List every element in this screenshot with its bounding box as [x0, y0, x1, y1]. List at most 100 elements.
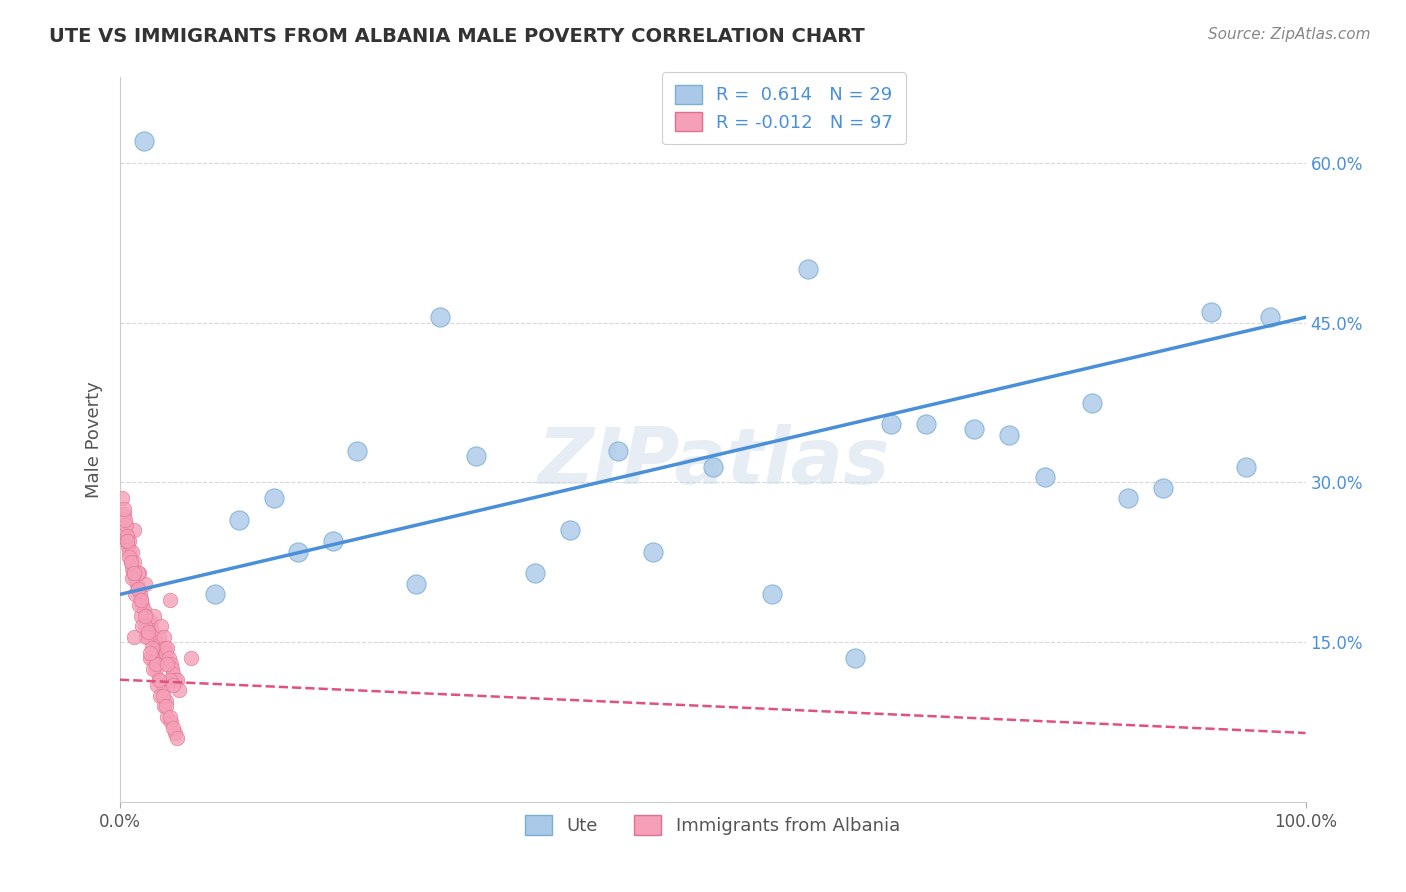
Legend: Ute, Immigrants from Albania: Ute, Immigrants from Albania — [516, 806, 910, 844]
Point — [180, 651, 202, 665]
Point — [429, 310, 451, 325]
Point — [1258, 310, 1281, 325]
Point — [118, 545, 141, 559]
Point — [159, 710, 181, 724]
Point — [761, 587, 783, 601]
Point — [124, 587, 146, 601]
Point — [138, 651, 160, 665]
Point — [132, 135, 155, 149]
Point — [128, 598, 150, 612]
Point — [131, 608, 153, 623]
Point — [148, 673, 170, 687]
Point — [153, 630, 176, 644]
Point — [156, 657, 179, 671]
Point — [1033, 470, 1056, 484]
Point — [127, 582, 149, 596]
Point — [405, 576, 427, 591]
Point — [166, 673, 188, 687]
Point — [145, 640, 167, 655]
Point — [121, 545, 143, 559]
Point — [145, 662, 167, 676]
Point — [148, 630, 170, 644]
Point — [152, 640, 174, 655]
Point — [167, 683, 190, 698]
Point — [135, 608, 157, 623]
Point — [111, 491, 134, 506]
Point — [150, 619, 173, 633]
Point — [145, 678, 167, 692]
Point — [163, 726, 186, 740]
Point — [131, 598, 153, 612]
Point — [159, 673, 181, 687]
Point — [142, 630, 165, 644]
Point — [346, 443, 368, 458]
Point — [228, 513, 250, 527]
Point — [120, 556, 142, 570]
Point — [263, 491, 285, 506]
Point — [142, 662, 165, 676]
Point — [149, 651, 172, 665]
Point — [115, 534, 138, 549]
Point — [117, 540, 139, 554]
Point — [138, 646, 160, 660]
Point — [134, 576, 156, 591]
Point — [118, 550, 141, 565]
Point — [136, 614, 159, 628]
Point — [1116, 491, 1139, 506]
Point — [962, 422, 984, 436]
Point — [141, 640, 163, 655]
Point — [702, 459, 724, 474]
Point — [163, 673, 186, 687]
Point — [135, 630, 157, 644]
Point — [115, 529, 138, 543]
Point — [114, 524, 136, 538]
Point — [138, 619, 160, 633]
Point — [124, 571, 146, 585]
Point — [523, 566, 546, 580]
Point — [155, 699, 177, 714]
Point — [156, 710, 179, 724]
Point — [160, 662, 183, 676]
Point — [157, 651, 180, 665]
Point — [120, 556, 142, 570]
Point — [166, 731, 188, 746]
Point — [162, 721, 184, 735]
Point — [134, 608, 156, 623]
Point — [127, 582, 149, 596]
Point — [162, 678, 184, 692]
Point — [146, 646, 169, 660]
Point — [915, 417, 938, 431]
Point — [287, 545, 309, 559]
Point — [141, 651, 163, 665]
Point — [796, 262, 818, 277]
Point — [122, 566, 145, 580]
Point — [139, 619, 162, 633]
Point — [560, 524, 582, 538]
Point — [131, 592, 153, 607]
Text: UTE VS IMMIGRANTS FROM ALBANIA MALE POVERTY CORRELATION CHART: UTE VS IMMIGRANTS FROM ALBANIA MALE POVE… — [49, 27, 865, 45]
Point — [138, 630, 160, 644]
Point — [118, 534, 141, 549]
Y-axis label: Male Poverty: Male Poverty — [86, 382, 103, 499]
Point — [122, 630, 145, 644]
Point — [149, 689, 172, 703]
Point — [138, 614, 160, 628]
Point — [464, 449, 486, 463]
Point — [1234, 459, 1257, 474]
Point — [143, 608, 166, 623]
Point — [162, 667, 184, 681]
Point — [1199, 305, 1222, 319]
Point — [155, 646, 177, 660]
Point — [122, 566, 145, 580]
Point — [112, 502, 135, 516]
Point — [121, 571, 143, 585]
Point — [138, 624, 160, 639]
Point — [127, 566, 149, 580]
Point — [115, 518, 138, 533]
Point — [115, 534, 138, 549]
Point — [1081, 395, 1104, 409]
Text: Source: ZipAtlas.com: Source: ZipAtlas.com — [1208, 27, 1371, 42]
Point — [128, 566, 150, 580]
Point — [132, 603, 155, 617]
Point — [998, 427, 1021, 442]
